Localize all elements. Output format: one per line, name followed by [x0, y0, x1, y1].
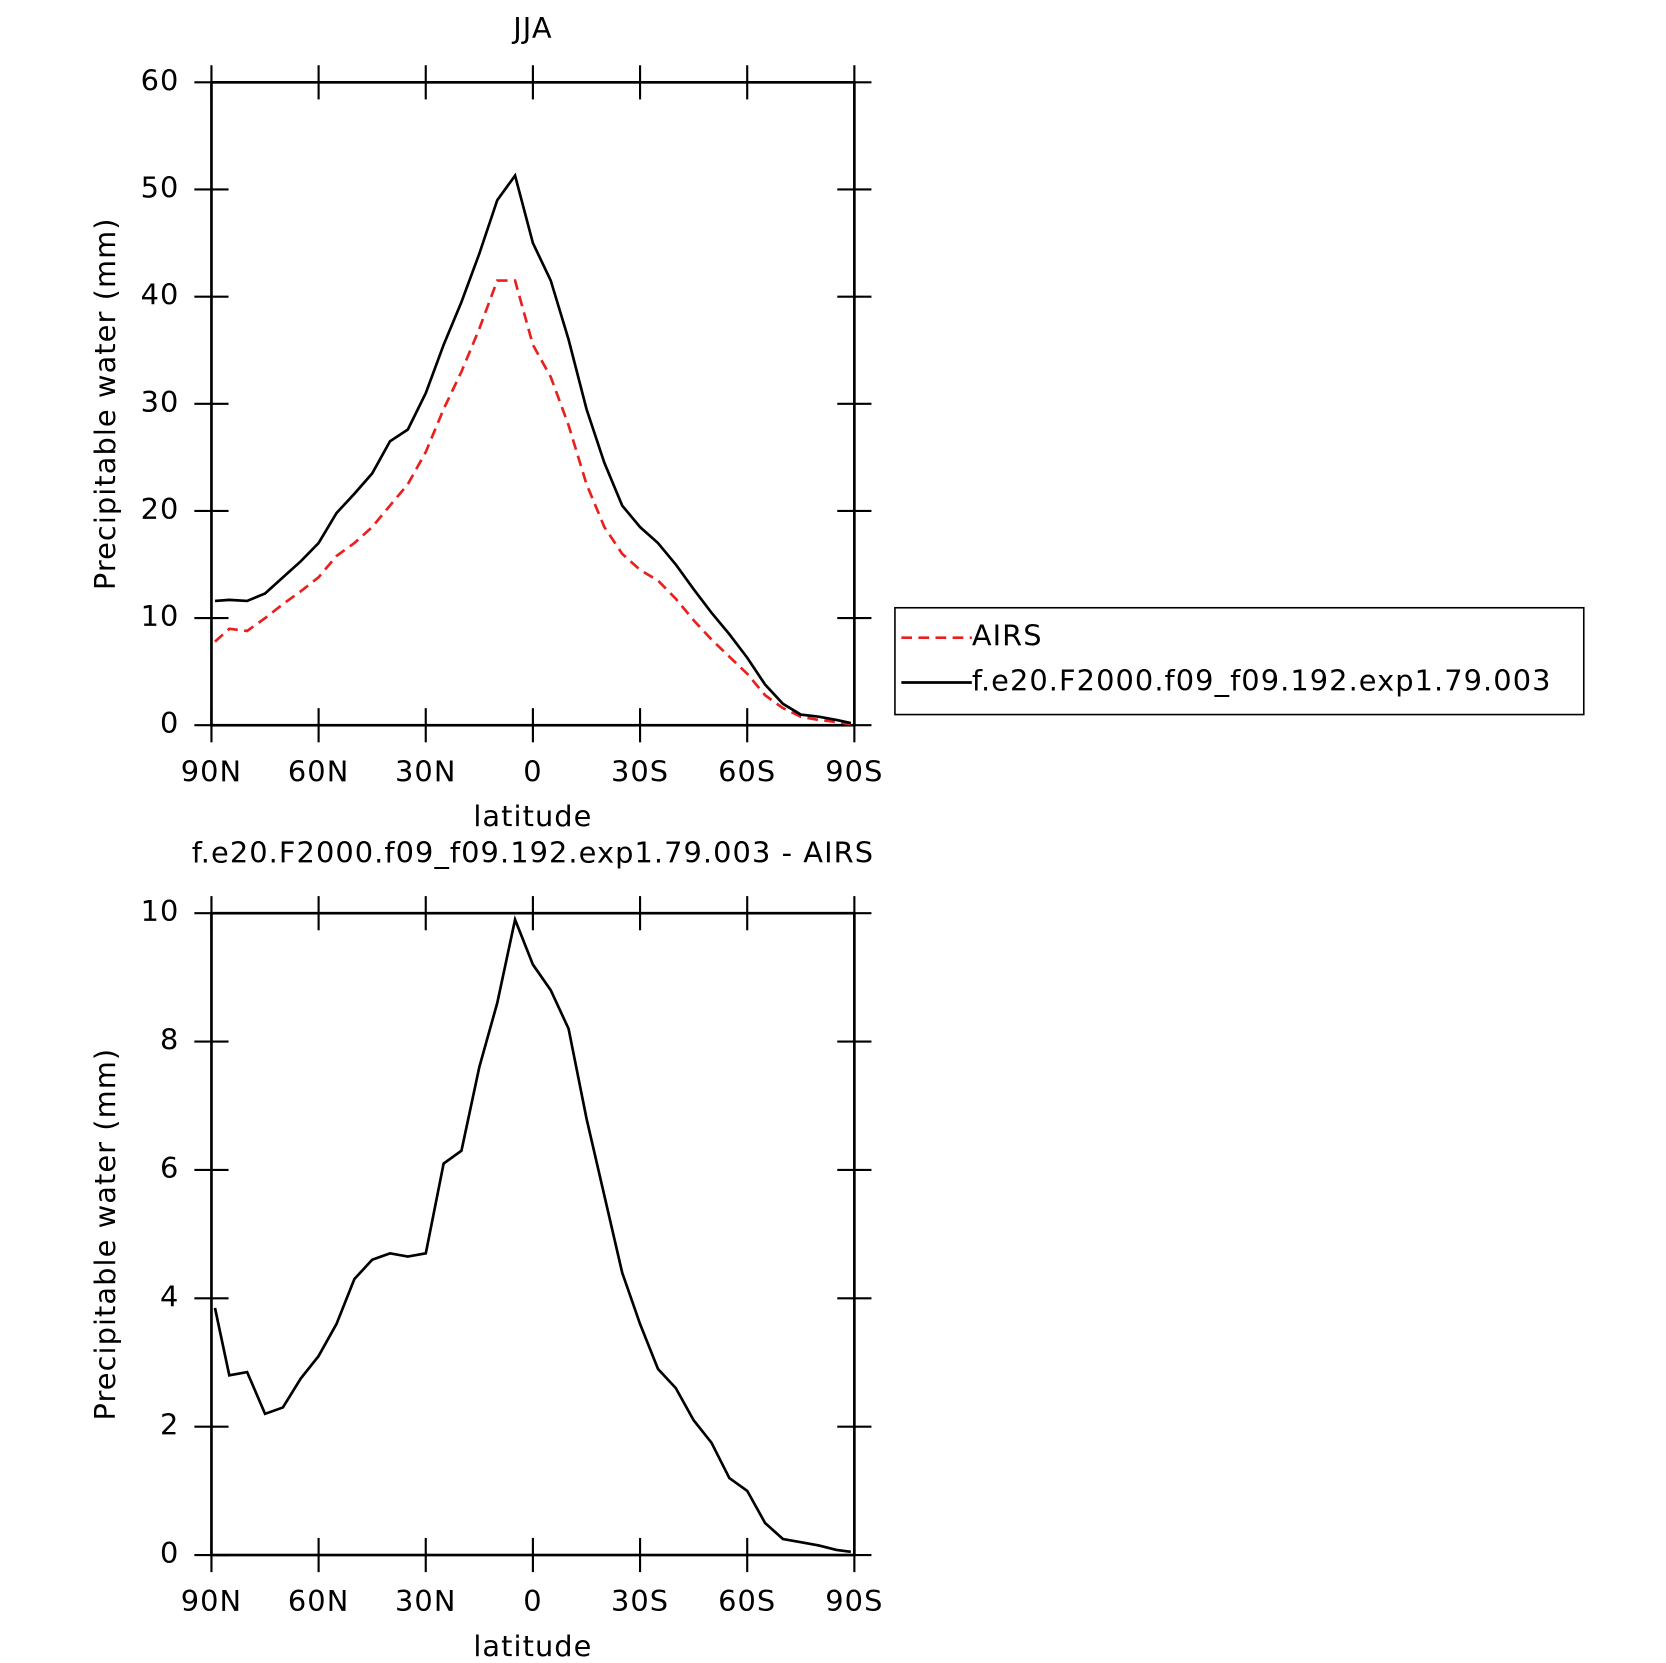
- data-line: [214, 172, 852, 725]
- y-tick-label: 20: [141, 492, 180, 526]
- x-tick-label: 60S: [718, 754, 776, 788]
- chart-title: f.e20.F2000.f09_f09.192.exp1.79.003 - AI…: [192, 835, 874, 869]
- y-tick-label: 30: [141, 385, 180, 419]
- y-axis-label: Precipitable water (mm): [88, 217, 122, 590]
- x-axis-label: latitude: [473, 799, 592, 833]
- x-tick-label: 90N: [181, 754, 242, 788]
- legend-label: f.e20.F2000.f09_f09.192.exp1.79.003: [972, 664, 1552, 698]
- x-tick-label: 30N: [395, 1584, 456, 1618]
- x-tick-label: 90N: [181, 1584, 242, 1618]
- chart-title: JJA: [511, 11, 552, 45]
- plot-frame: [210, 80, 856, 727]
- y-tick-label: 10: [141, 894, 180, 928]
- y-axis-label: Precipitable water (mm): [88, 1048, 122, 1421]
- y-tick-label: 60: [141, 63, 180, 97]
- y-tick-label: 50: [141, 170, 180, 204]
- x-tick-label: 30S: [611, 754, 669, 788]
- x-tick-label: 30N: [395, 754, 456, 788]
- data-line: [213, 915, 852, 1554]
- x-tick-label: 60N: [288, 754, 349, 788]
- x-tick-label: 0: [523, 754, 542, 788]
- x-tick-label: 30S: [611, 1584, 669, 1618]
- y-tick-label: 4: [160, 1279, 179, 1313]
- y-tick-label: 0: [160, 1536, 179, 1570]
- data-line: [214, 279, 852, 726]
- y-tick-label: 0: [160, 706, 179, 740]
- x-tick-label: 90S: [825, 754, 883, 788]
- y-tick-label: 8: [160, 1023, 179, 1057]
- y-tick-label: 2: [160, 1408, 179, 1442]
- x-tick-label: 0: [523, 1584, 542, 1618]
- y-tick-label: 40: [141, 278, 180, 312]
- x-tick-label: 60N: [288, 1584, 349, 1618]
- x-axis-label: latitude: [473, 1629, 592, 1663]
- legend-box: [894, 606, 1585, 716]
- y-tick-label: 10: [141, 599, 180, 633]
- plot-frame: [210, 911, 856, 1557]
- legend-label: AIRS: [972, 619, 1043, 653]
- y-tick-label: 6: [160, 1151, 179, 1185]
- x-tick-label: 60S: [718, 1584, 776, 1618]
- x-tick-label: 90S: [825, 1584, 883, 1618]
